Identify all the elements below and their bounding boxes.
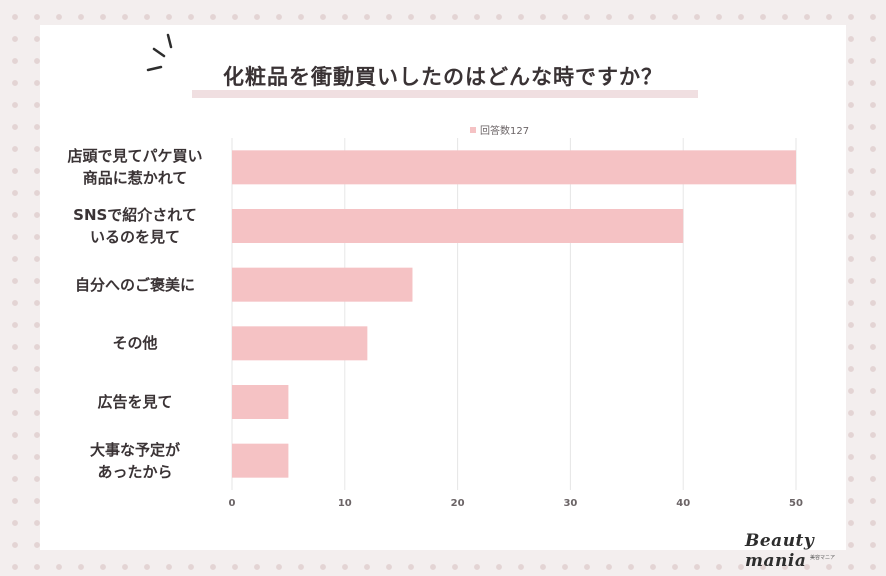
x-tick-label: 0 [229, 498, 236, 509]
category-label: SNSで紹介されて いるのを見て [73, 206, 197, 246]
sparkle-decoration-icon [146, 33, 173, 72]
x-tick-label: 30 [563, 498, 577, 509]
bar [232, 209, 684, 243]
category-label: 店頭で見てパケ買い 商品に惹かれて [67, 147, 203, 188]
x-tick-label: 20 [451, 498, 465, 509]
bar [232, 150, 796, 185]
category-label: 広告を見て [97, 393, 173, 411]
brand-logo-sub: 美容マニア [810, 555, 836, 561]
brand-logo: Beauty mania [745, 531, 815, 571]
category-label: 大事な予定が あったから [89, 440, 180, 481]
x-tick-label: 10 [338, 498, 352, 509]
legend-label: 回答数127 [480, 126, 530, 137]
x-tick-label: 40 [676, 498, 690, 509]
category-label: その他 [112, 334, 158, 353]
chart-card: 化粧品を衝動買いしたのはどんな時ですか？ 回答数127 0 10 20 30 40 50 … [40, 25, 846, 571]
bar [232, 443, 289, 478]
bar [232, 326, 368, 361]
category-label: 自分へのご褒美に [74, 275, 195, 294]
bar [232, 267, 413, 302]
legend: 回答数127 [470, 122, 529, 137]
bar [232, 385, 289, 419]
bar-chart: 0 10 20 30 40 50 [229, 138, 803, 509]
chart-title: 化粧品を衝動買いしたのはどんな時ですか？ [223, 65, 663, 89]
x-tick-label: 50 [789, 498, 803, 509]
title-underline [192, 90, 698, 98]
legend-swatch [470, 126, 476, 133]
